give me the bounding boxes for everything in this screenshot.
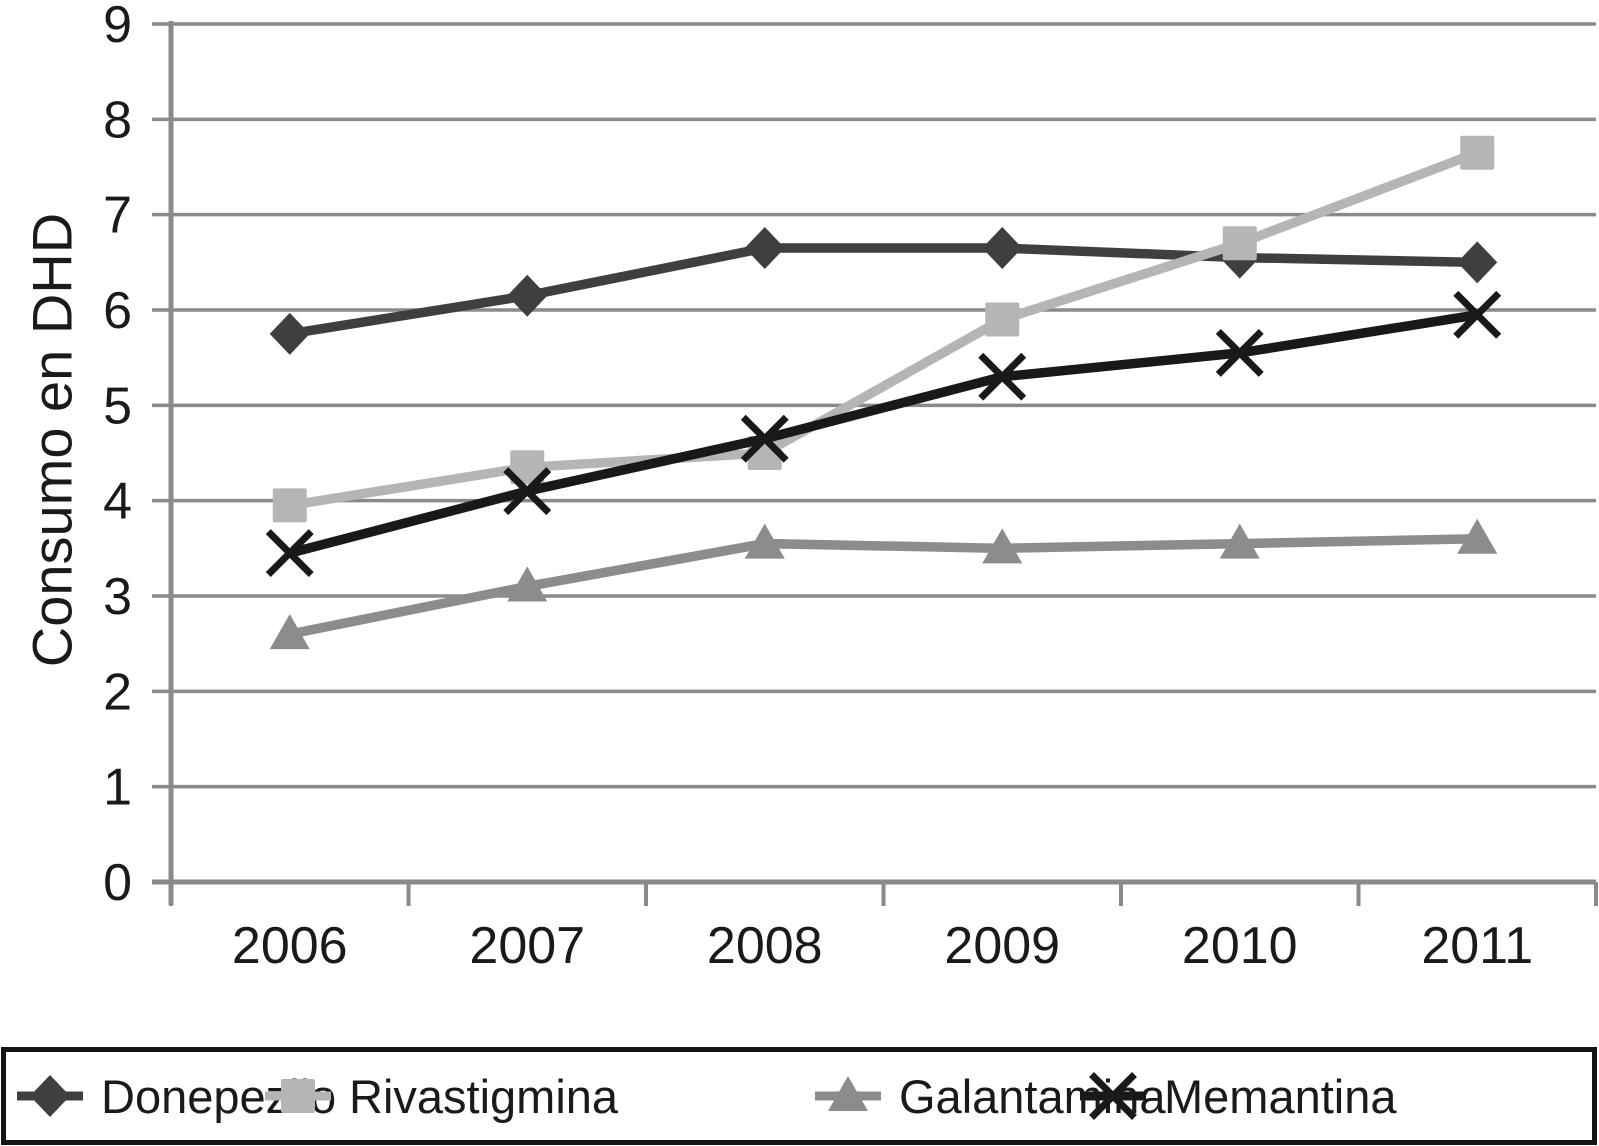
x-tick-label: 2008 [707,917,823,975]
y-tick-label: 1 [103,759,132,817]
triangle-marker-icon [1219,523,1260,559]
y-tick-label: 9 [103,0,132,54]
x-tick-label: 2007 [469,917,585,975]
x-tick-label: 2010 [1182,917,1298,975]
triangle-marker-icon [744,523,785,559]
x-marker-icon [1089,1072,1137,1120]
x-tick-label: 2006 [232,917,348,975]
x-marker-icon [1453,290,1502,339]
legend: Donepezilo Rivastigmina Galantamina Mema… [1,1047,1597,1145]
y-tick-label: 4 [103,473,132,531]
x-marker-icon [1215,328,1264,377]
memantina-x-marker-icon [1080,1072,1146,1120]
rivastigmina-square-marker-icon [265,1079,331,1113]
square-marker-icon [985,302,1020,337]
triangle-marker-icon [828,1076,868,1111]
legend-label: Rivastigmina [349,1069,619,1123]
diamond-marker-icon [507,274,548,317]
legend-item-rivastigmina: Rivastigmina [263,1066,618,1126]
diamond-marker-icon [982,227,1023,270]
y-tick-label: 0 [103,854,132,912]
square-marker-icon [281,1079,315,1113]
series-line-galantamina [288,534,1478,639]
y-axis-title: Consumo en DHD [20,212,84,668]
y-tick-label: 6 [103,282,132,340]
series-line-memantina [288,310,1479,558]
x-marker-icon [503,467,552,516]
square-marker-icon [1460,135,1495,170]
diamond-marker-icon [30,1075,70,1117]
series-line-donepezilo [288,243,1478,339]
triangle-marker-icon [507,566,548,602]
legend-label: Memantina [1164,1069,1397,1123]
legend-item-memantina: Memantina [1078,1066,1397,1126]
y-tick-label: 7 [103,187,132,245]
x-marker-icon [740,414,789,463]
x-tick-label: 2011 [1421,917,1533,975]
series-line-rivastigmina [288,148,1479,511]
y-tick-label: 8 [103,91,132,149]
square-marker-icon [510,450,545,485]
x-marker-icon [265,529,314,578]
y-tick-label: 2 [103,663,132,721]
diamond-marker-icon [269,312,310,355]
triangle-marker-icon [269,614,310,650]
triangle-marker-icon [982,528,1023,564]
donepezilo-diamond-marker-icon [17,1075,83,1117]
y-tick-label: 3 [103,568,132,626]
x-marker-icon [978,352,1027,401]
diamond-marker-icon [1457,241,1498,284]
triangle-marker-icon [1457,518,1498,554]
diamond-marker-icon [744,227,785,270]
square-marker-icon [1222,226,1257,261]
x-tick-label: 2009 [944,917,1060,975]
y-tick-label: 5 [103,377,132,435]
square-marker-icon [272,488,307,523]
galantamina-triangle-marker-icon [815,1076,881,1111]
